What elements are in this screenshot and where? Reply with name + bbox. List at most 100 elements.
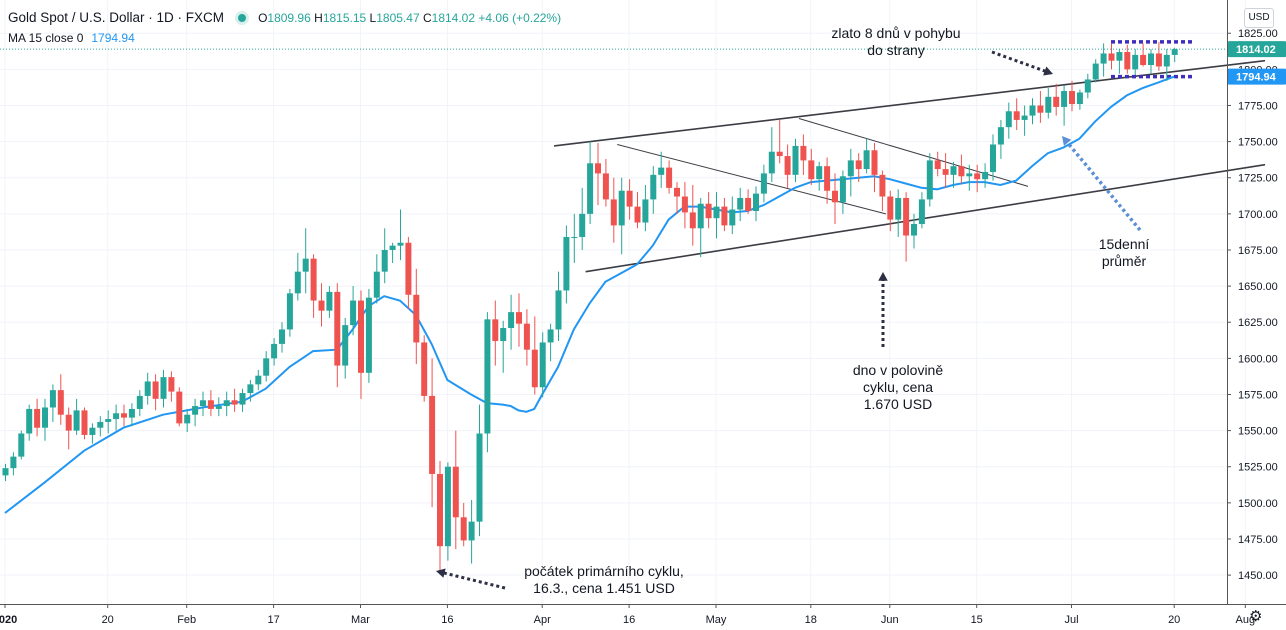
candle (650, 166, 657, 214)
candle (839, 170, 846, 214)
candle (547, 323, 554, 362)
candle (1163, 49, 1170, 81)
trendline-channel-bottom[interactable] (585, 163, 1266, 273)
candle-body (128, 408, 135, 418)
candle-body (737, 197, 744, 210)
ma-price-tag-bg (1228, 68, 1286, 85)
candle (397, 209, 404, 261)
candle-body (895, 197, 902, 220)
candle (231, 388, 238, 412)
y-tick-label: 1575.00 (1238, 389, 1278, 401)
candle (160, 369, 167, 408)
candle-body (516, 312, 522, 324)
candle (2, 463, 9, 482)
candle (784, 144, 791, 188)
candle-body (1021, 115, 1028, 120)
ma15-line (4, 75, 1175, 514)
candle (555, 271, 562, 342)
candle (239, 388, 246, 412)
candle (626, 179, 633, 220)
candle-body (65, 414, 72, 431)
candle-body (587, 163, 594, 214)
candle (871, 143, 878, 193)
candle (832, 173, 838, 224)
gear-icon[interactable]: ⚙ (1249, 608, 1263, 625)
low-value: 1805.47 (376, 11, 420, 25)
trendlines[interactable] (553, 40, 1266, 273)
candle-body (958, 166, 965, 177)
candle-body (760, 173, 767, 194)
candle-body (1005, 111, 1012, 128)
candle (492, 300, 499, 366)
candle (437, 460, 443, 573)
annot-ma-line: průměr (1102, 253, 1147, 269)
annot-halfcycle-line: cyklu, cena (863, 379, 933, 395)
candle-body (618, 190, 625, 226)
candle (468, 499, 475, 564)
ma-legend-label[interactable]: MA 15 close 0 (8, 31, 84, 45)
candle (918, 192, 925, 229)
change-value: +4.06 (+0.22%) (478, 11, 562, 25)
candle-body (429, 395, 436, 474)
y-tick-label: 1725.00 (1238, 173, 1278, 185)
trendline-second-falling[interactable] (798, 118, 1029, 187)
candle (1029, 98, 1036, 125)
candle-body (121, 413, 127, 418)
trendline-channel-top[interactable] (553, 59, 1266, 147)
candle (1021, 105, 1028, 136)
candle-body (1163, 54, 1170, 67)
candle-body (523, 323, 530, 350)
candle-body (626, 190, 633, 207)
ma-legend-row[interactable]: MA 15 close 0 1794.94 (8, 28, 561, 48)
candle (508, 294, 515, 350)
candle (421, 335, 428, 402)
x-tick-label: 17 (267, 614, 279, 626)
y-tick-label: 1525.00 (1238, 462, 1278, 474)
y-tick-label: 1600.00 (1238, 353, 1278, 365)
candle (926, 153, 933, 207)
candle (334, 283, 341, 388)
candle-body (302, 258, 309, 272)
currency-button[interactable]: USD (1244, 8, 1274, 28)
candle (982, 163, 989, 188)
candle-body (911, 223, 917, 236)
candle (310, 254, 317, 318)
x-tick-label: 15 (971, 614, 983, 626)
candle (697, 197, 704, 258)
candle (539, 332, 546, 398)
y-tick-label: 1475.00 (1238, 534, 1278, 546)
candle-body (152, 381, 159, 399)
candle-body (903, 197, 910, 236)
candle (934, 151, 941, 177)
candle-body (650, 174, 657, 200)
candle (958, 154, 965, 184)
x-tick-label: Jun (881, 614, 899, 626)
candle (97, 416, 104, 437)
candle-body (942, 169, 949, 175)
annot-primary-line: 16.3., cena 1.451 USD (533, 580, 675, 596)
candle-body (373, 271, 380, 298)
candle (113, 404, 120, 431)
candle-body (539, 342, 546, 388)
candle (745, 189, 752, 214)
y-tick-label: 1450.00 (1238, 570, 1278, 582)
arrow-primary-head (436, 568, 446, 578)
candle (863, 138, 870, 174)
ma-line-group (4, 75, 1175, 514)
high-value: 1815.15 (322, 11, 367, 25)
candle (753, 186, 759, 222)
candle (444, 462, 451, 561)
candle-body (1100, 53, 1107, 64)
symbol-row[interactable]: Gold Spot / U.S. Dollar · 1D · FXCM O180… (8, 8, 561, 28)
candle-body (776, 151, 783, 157)
ma-price-tag: 1794.94 (1236, 72, 1277, 84)
candle-body (1092, 63, 1099, 80)
symbol-title[interactable]: Gold Spot / U.S. Dollar · 1D · FXCM (8, 10, 225, 25)
candle (571, 213, 578, 263)
candle (1005, 102, 1012, 139)
candle-body (1061, 91, 1068, 107)
